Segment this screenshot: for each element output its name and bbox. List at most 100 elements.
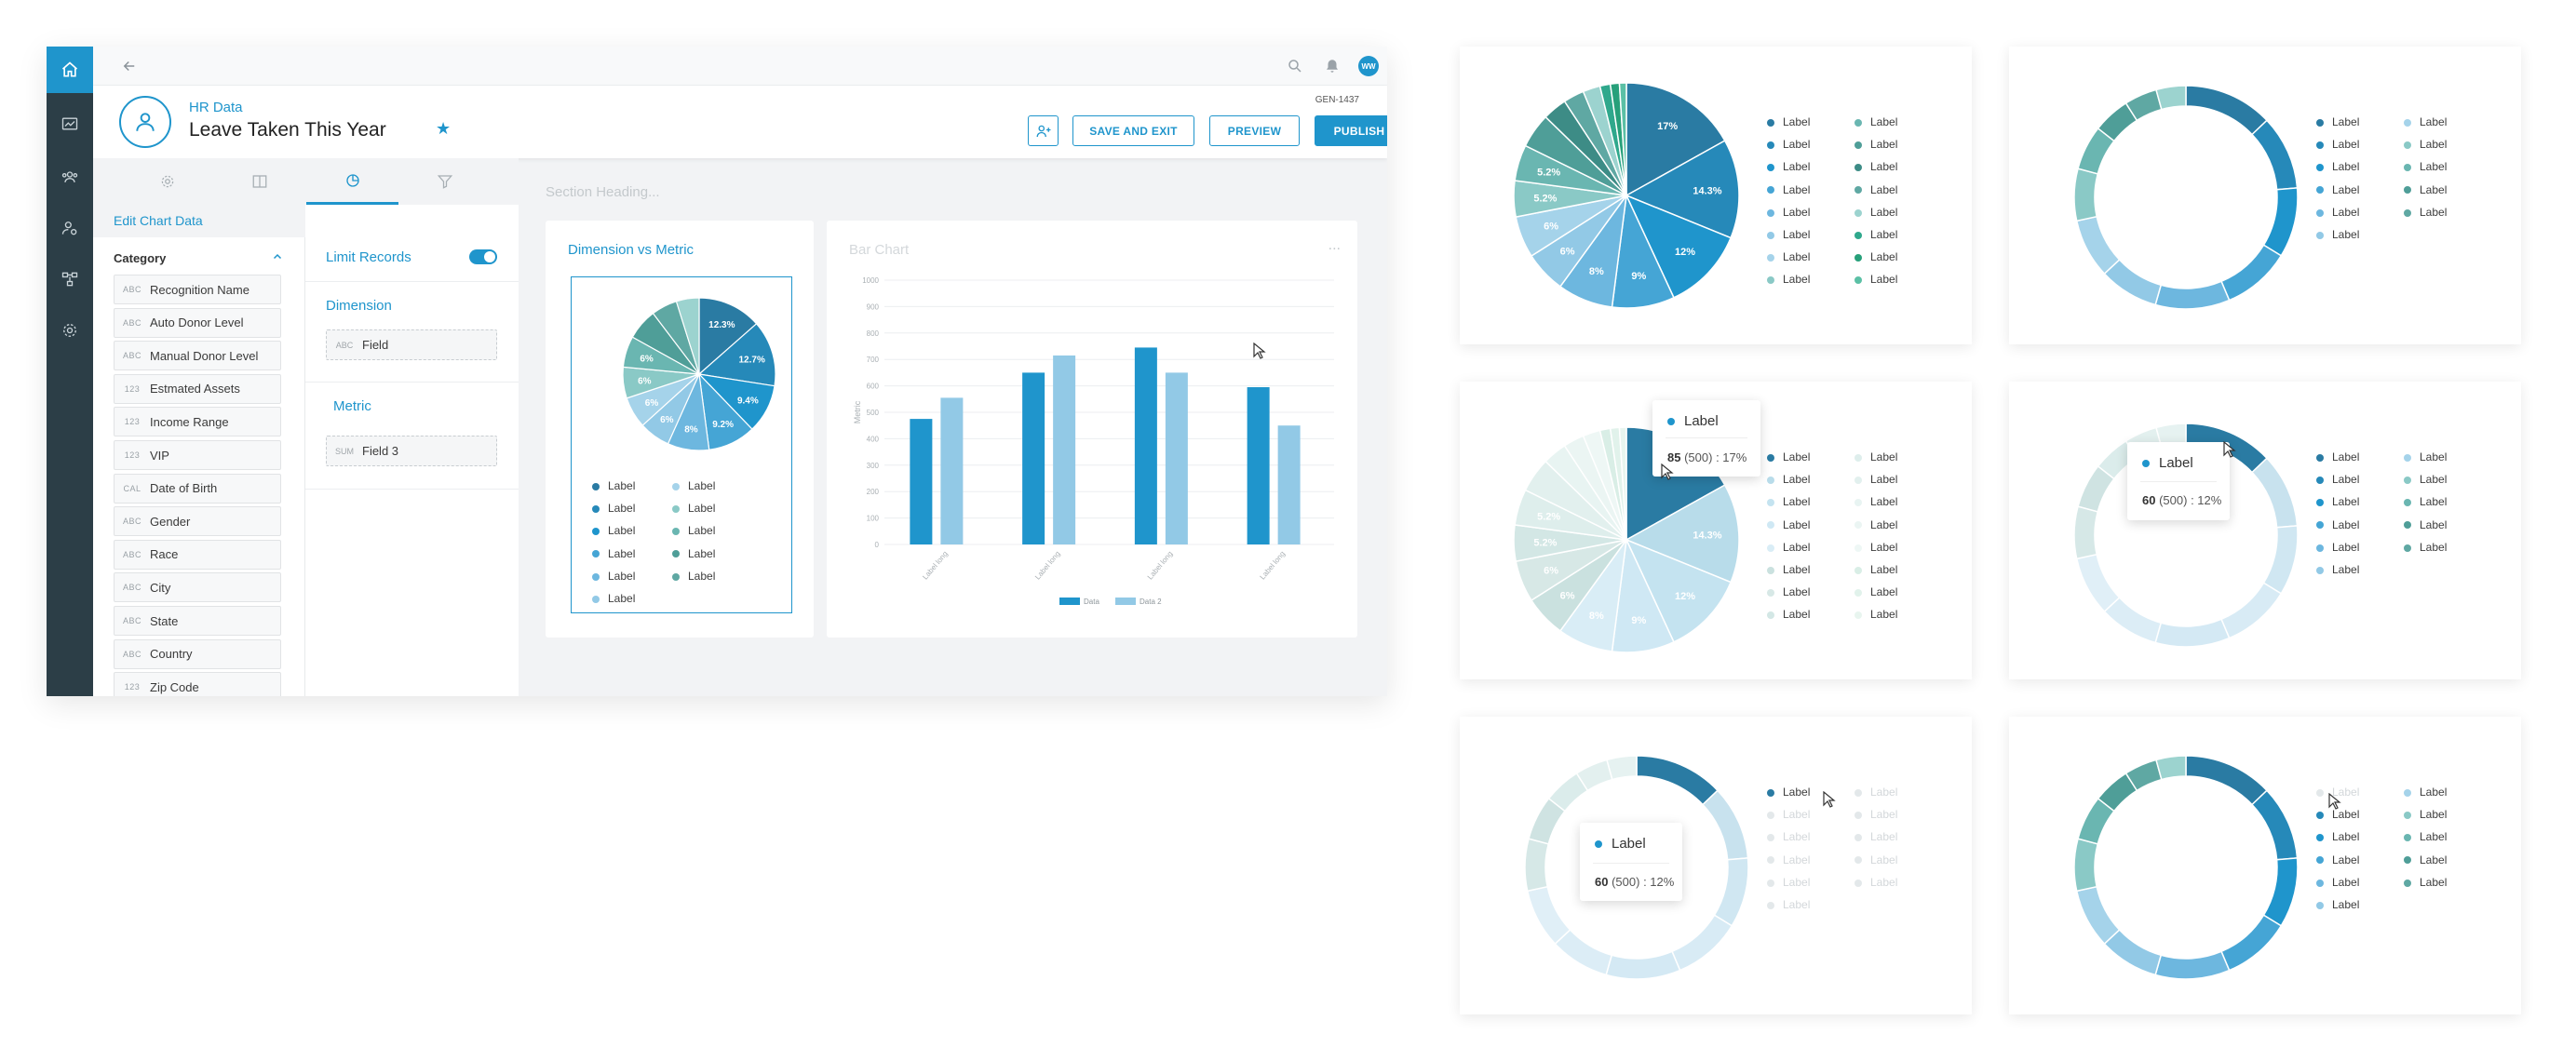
legend-item[interactable]: Label [1767,160,1810,173]
slice[interactable] [1671,914,1733,972]
legend-item[interactable]: Label [2404,473,2447,486]
legend-item[interactable]: Label [2316,853,2359,866]
slice[interactable] [1625,194,1733,299]
legend-item[interactable]: Label [1767,138,1810,151]
legend-item[interactable]: Label [592,592,635,605]
legend-item[interactable]: Label [592,524,635,537]
gear-icon[interactable] [47,307,93,354]
legend-item[interactable]: Label [1767,250,1810,263]
slice[interactable] [2185,85,2269,136]
slice[interactable] [2262,857,2299,927]
dimension-drop-field[interactable]: ABC Field [326,329,497,360]
slice[interactable] [1713,857,1749,927]
slice[interactable] [2073,168,2099,222]
donut-card-d[interactable]: Label Label Label Label Label Label Label Label… [2009,382,2521,679]
legend-item[interactable]: Label [592,502,635,515]
legend-item[interactable]: Label [2316,876,2359,889]
slice[interactable] [1625,140,1740,239]
pie-chart[interactable]: 17% 14.3% 12% 9% 8% 6% 6% 5.2% 5.2% [1512,81,1741,310]
legend-item[interactable]: Label [2404,138,2447,151]
legend-item[interactable]: Label [1854,138,1897,151]
legend-item[interactable]: Label [1767,495,1810,508]
legend-item[interactable]: Label [1767,853,1810,866]
legend-item[interactable]: Label [2404,808,2447,821]
category-field[interactable]: 123 Zip Code [114,672,281,696]
donut-card-b[interactable]: Label Label Label Label Label Label Label Label… [2009,47,2521,344]
legend-item[interactable]: Label [2316,563,2359,576]
bell-icon[interactable] [1324,58,1341,74]
donut-chart[interactable] [2072,84,2300,311]
category-field[interactable]: ABC Country [114,638,281,669]
category-field[interactable]: 123 Income Range [114,407,281,437]
legend-item[interactable]: Label [1767,115,1810,128]
legend-item[interactable]: Label [1854,876,1897,889]
legend-item[interactable]: Label [2316,115,2359,128]
legend-item[interactable]: Label [1767,830,1810,843]
more-menu-icon[interactable]: ... [1328,237,1341,253]
legend-item[interactable]: Label [1767,808,1810,821]
tab-filter[interactable] [398,158,491,205]
bar-chart-card[interactable]: Bar Chart ... 0 100 200 300 400 500 600 700 800 9… [827,221,1357,638]
slice[interactable] [2250,457,2299,529]
limit-records-toggle[interactable] [469,249,497,264]
slice[interactable] [2075,553,2121,613]
legend-item[interactable]: Label [1854,786,1897,799]
legend-item[interactable]: Label [2404,541,2447,554]
legend-item[interactable]: Label [1854,563,1897,576]
legend-item[interactable]: Label [2316,206,2359,219]
legend-item[interactable]: Label [2404,160,2447,173]
slice[interactable] [2220,582,2283,639]
tab-layout[interactable] [213,158,305,205]
bar[interactable] [1053,355,1076,544]
slice[interactable] [675,297,700,375]
legend-item[interactable]: Label [1767,206,1810,219]
legend-item[interactable]: Label [2404,495,2447,508]
legend-item[interactable]: Label [1854,518,1897,531]
legend-item[interactable]: Label [1854,450,1897,463]
category-field[interactable]: ABC Race [114,539,281,570]
legend-item[interactable]: Label [1854,273,1897,286]
slice[interactable] [697,322,776,387]
dimension-metric-card[interactable]: Dimension vs Metric 12.3% 12.7% 9.4% 9.2% 8%… [546,221,814,638]
legend-item[interactable]: Label [672,502,715,515]
chevron-up-icon[interactable] [272,251,283,262]
legend-item[interactable]: Label [592,547,635,560]
legend-item[interactable]: Label [1854,853,1897,866]
pie-chart[interactable]: 14.3% 12% 9% 8% 6% 6% 5.2% 5.2% [1512,425,1741,654]
legend-item[interactable]: Label [2404,206,2447,219]
legend-item[interactable]: Label [672,570,715,583]
slice[interactable] [2154,950,2231,980]
legend-item[interactable]: Label [1767,450,1810,463]
legend-item[interactable]: Label [2316,898,2359,911]
slice[interactable] [2220,914,2283,972]
reports-icon[interactable] [47,101,93,147]
legend-item[interactable]: Label [2404,450,2447,463]
slice[interactable] [1605,950,1681,980]
legend-item[interactable]: Label [1767,541,1810,554]
legend-item[interactable]: Label [2316,808,2359,821]
donut-card-e[interactable]: Label Label Label Label Label Label Label Label… [1460,717,1972,1014]
legend-item[interactable]: Label [2404,876,2447,889]
legend-item[interactable]: Label [2404,183,2447,196]
category-field[interactable]: ABC Auto Donor Level [114,307,281,338]
legend-item[interactable]: Label [2316,495,2359,508]
category-field[interactable]: ABC Gender [114,506,281,537]
slice[interactable] [2154,280,2231,310]
slice[interactable] [2185,755,2269,806]
slice[interactable] [1618,426,1627,541]
legend-item[interactable]: Label [2404,786,2447,799]
avatar[interactable]: WW [1358,56,1379,76]
bar[interactable] [1277,425,1301,544]
legend-item[interactable]: Label [1854,495,1897,508]
legend-item[interactable]: Label [2316,138,2359,151]
legend-item[interactable]: Label [672,547,715,560]
slice[interactable] [1625,82,1726,197]
legend-item[interactable]: Label [1854,830,1897,843]
people-icon[interactable] [47,154,93,200]
legend-item[interactable]: Label [592,479,635,492]
legend-item[interactable]: Label [1767,876,1810,889]
legend-item[interactable]: Label [1767,608,1810,621]
legend-item[interactable]: Label [2316,473,2359,486]
pie-card-a[interactable]: 17% 14.3% 12% 9% 8% 6% 6% 5.2% 5.2% Label Label Lab… [1460,47,1972,344]
category-field[interactable]: 123 VIP [114,440,281,470]
